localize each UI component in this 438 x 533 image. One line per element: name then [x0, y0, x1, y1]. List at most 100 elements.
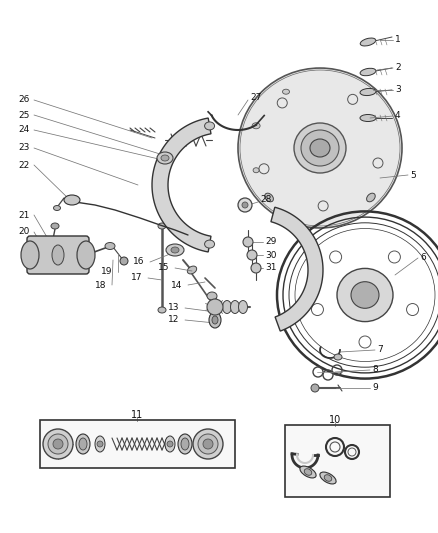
Ellipse shape: [76, 434, 90, 454]
Ellipse shape: [205, 240, 215, 248]
Text: 29: 29: [265, 238, 276, 246]
Text: 26: 26: [19, 95, 30, 104]
Circle shape: [251, 263, 261, 273]
Polygon shape: [152, 118, 211, 252]
Ellipse shape: [158, 223, 166, 229]
Polygon shape: [271, 207, 323, 331]
Text: 18: 18: [95, 280, 106, 289]
Text: 17: 17: [131, 273, 142, 282]
Ellipse shape: [337, 269, 393, 321]
Ellipse shape: [187, 266, 197, 274]
Circle shape: [207, 299, 223, 315]
Ellipse shape: [301, 130, 339, 166]
Circle shape: [193, 429, 223, 459]
Circle shape: [238, 198, 252, 212]
Text: 7: 7: [377, 345, 383, 354]
Text: 28: 28: [260, 196, 272, 205]
Text: 13: 13: [167, 303, 179, 312]
Text: 21: 21: [19, 211, 30, 220]
Ellipse shape: [238, 68, 402, 228]
Ellipse shape: [205, 122, 215, 130]
Ellipse shape: [324, 475, 332, 481]
Ellipse shape: [300, 466, 316, 478]
Text: 5: 5: [410, 171, 416, 180]
Ellipse shape: [105, 243, 115, 249]
Ellipse shape: [95, 436, 105, 452]
Ellipse shape: [157, 152, 173, 164]
Text: 19: 19: [100, 268, 112, 277]
Text: 31: 31: [265, 263, 276, 272]
Circle shape: [53, 439, 63, 449]
Ellipse shape: [51, 223, 59, 229]
Circle shape: [97, 441, 103, 447]
Text: 2: 2: [395, 63, 401, 72]
Ellipse shape: [181, 438, 189, 450]
Ellipse shape: [161, 155, 169, 161]
Bar: [285, 425, 390, 497]
Text: 10: 10: [329, 415, 341, 425]
Text: 14: 14: [171, 280, 182, 289]
Text: 9: 9: [372, 384, 378, 392]
Text: 25: 25: [19, 110, 30, 119]
FancyBboxPatch shape: [27, 236, 89, 274]
Ellipse shape: [212, 316, 218, 324]
Text: 27: 27: [250, 93, 261, 102]
Text: 11: 11: [131, 410, 143, 420]
Ellipse shape: [294, 123, 346, 173]
Text: 8: 8: [372, 366, 378, 375]
Text: 16: 16: [133, 257, 144, 266]
Bar: [40, 420, 235, 468]
Ellipse shape: [21, 241, 39, 269]
Ellipse shape: [351, 282, 379, 308]
Ellipse shape: [239, 301, 247, 313]
Circle shape: [167, 441, 173, 447]
Ellipse shape: [178, 434, 192, 454]
Ellipse shape: [360, 115, 376, 122]
Circle shape: [247, 250, 257, 260]
Ellipse shape: [265, 193, 273, 202]
Ellipse shape: [52, 245, 64, 265]
Ellipse shape: [79, 438, 87, 450]
Ellipse shape: [207, 292, 217, 300]
Ellipse shape: [166, 244, 184, 256]
Circle shape: [311, 384, 319, 392]
Circle shape: [203, 439, 213, 449]
Ellipse shape: [283, 89, 290, 94]
Ellipse shape: [209, 312, 221, 328]
Text: 6: 6: [420, 254, 426, 262]
Text: 3: 3: [395, 85, 401, 94]
Ellipse shape: [360, 38, 376, 46]
Ellipse shape: [230, 301, 240, 313]
Ellipse shape: [367, 193, 375, 202]
Ellipse shape: [223, 301, 232, 313]
Text: 22: 22: [19, 160, 30, 169]
Text: 24: 24: [19, 125, 30, 134]
Ellipse shape: [320, 472, 336, 484]
Ellipse shape: [252, 123, 260, 129]
Text: 23: 23: [19, 143, 30, 152]
Ellipse shape: [77, 241, 95, 269]
Text: 30: 30: [265, 251, 276, 260]
Circle shape: [198, 434, 218, 454]
Ellipse shape: [304, 469, 312, 475]
Circle shape: [43, 429, 73, 459]
Ellipse shape: [360, 68, 376, 76]
Text: 12: 12: [168, 316, 179, 325]
Ellipse shape: [64, 195, 80, 205]
Ellipse shape: [165, 436, 175, 452]
Circle shape: [243, 237, 253, 247]
Ellipse shape: [53, 206, 60, 211]
Text: 1: 1: [395, 36, 401, 44]
Text: 4: 4: [395, 111, 401, 120]
Ellipse shape: [171, 247, 179, 253]
Ellipse shape: [158, 307, 166, 313]
Text: 15: 15: [158, 263, 169, 272]
Text: 20: 20: [19, 228, 30, 237]
Ellipse shape: [253, 168, 259, 173]
Ellipse shape: [310, 139, 330, 157]
Circle shape: [48, 434, 68, 454]
Ellipse shape: [334, 354, 342, 360]
Circle shape: [242, 202, 248, 208]
Ellipse shape: [360, 88, 376, 95]
Circle shape: [120, 257, 128, 265]
